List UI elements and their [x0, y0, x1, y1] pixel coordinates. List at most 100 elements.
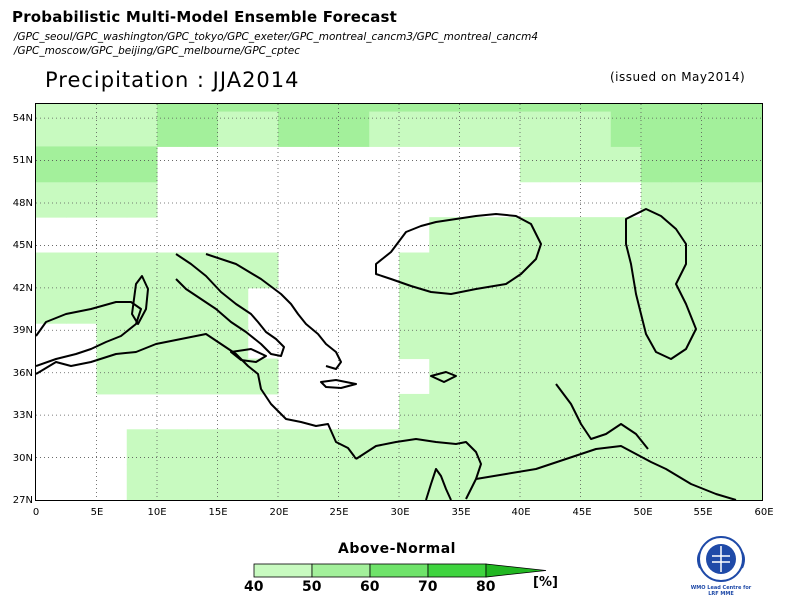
coastline-balkans: [205, 253, 342, 370]
prob-cell-50: [338, 111, 370, 147]
prob-cell-40: [550, 393, 581, 430]
prob-cell-40: [641, 287, 672, 324]
prob-cell-40: [731, 252, 762, 289]
coastline-persian-gulf: [555, 383, 649, 450]
prob-cell-40: [278, 464, 309, 500]
prob-cell-40: [489, 111, 521, 147]
prob-cell-40: [247, 111, 279, 147]
prob-cell-40: [580, 393, 612, 430]
prob-cell-50: [278, 104, 309, 112]
prob-cell-40: [610, 287, 642, 324]
prob-cell-40: [550, 217, 581, 253]
prob-cell-40: [671, 429, 702, 466]
legend-swatch-70-80: [427, 563, 487, 578]
prob-cell-40: [489, 217, 521, 253]
lat-label-30n: 30N: [12, 453, 33, 464]
prob-cell-40: [459, 358, 491, 395]
prob-cell-40: [308, 429, 339, 466]
wmo-logo: [697, 536, 745, 582]
prob-cell-40: [520, 111, 551, 147]
prob-cell-40: [489, 464, 521, 500]
lon-label-45e: 45E: [572, 507, 592, 518]
prob-cell-40: [671, 393, 702, 430]
prob-cell-40: [187, 323, 218, 360]
prob-cell-40: [489, 429, 521, 466]
prob-cell-40: [701, 287, 733, 324]
prob-cell-40: [66, 111, 97, 147]
prob-cell-40: [610, 252, 642, 289]
prob-cell-40: [731, 181, 762, 218]
legend-title: Above-Normal: [338, 541, 456, 557]
prob-cell-50: [641, 111, 672, 147]
prob-cell-50: [308, 104, 339, 112]
prob-cell-50: [459, 104, 491, 112]
legend-swatch-50-60: [311, 563, 371, 578]
prob-cell-40: [550, 111, 581, 147]
prob-cell-40: [217, 429, 249, 466]
prob-cell-40: [520, 217, 551, 253]
prob-cell-40: [96, 252, 128, 289]
prob-cell-40: [157, 464, 188, 500]
prob-cell-40: [399, 252, 430, 289]
prob-cell-40: [217, 252, 249, 289]
prob-cell-40: [96, 104, 128, 112]
coastline-iberia: [36, 301, 142, 367]
prob-cell-40: [731, 217, 762, 253]
lon-label-10e: 10E: [147, 507, 167, 518]
prob-cell-50: [247, 104, 279, 112]
prob-cell-40: [580, 252, 612, 289]
legend-swatch-40-50: [253, 563, 313, 578]
lon-label-15e: 15E: [208, 507, 228, 518]
prob-cell-40: [36, 111, 67, 147]
prob-cell-40: [489, 358, 521, 395]
prob-cell-50: [731, 104, 762, 112]
prob-cell-50: [368, 104, 400, 112]
prob-cell-40: [459, 217, 491, 253]
prob-cell-40: [187, 358, 218, 395]
prob-cell-40: [36, 104, 67, 112]
prob-cell-40: [550, 464, 581, 500]
prob-cell-50: [701, 111, 733, 147]
prob-cell-50: [731, 111, 762, 147]
prob-cell-50: [641, 104, 672, 112]
legend-swatch-60-70: [369, 563, 429, 578]
lat-label-27n: 27N: [12, 495, 33, 506]
prob-cell-40: [187, 429, 218, 466]
prob-cell-40: [126, 104, 158, 112]
lat-label-39n: 39N: [12, 325, 33, 336]
prob-cell-40: [66, 252, 97, 289]
prob-cell-40: [520, 323, 551, 360]
forecast-title: Probabilistic Multi-Model Ensemble Forec…: [12, 8, 398, 26]
prob-cell-40: [126, 358, 158, 395]
prob-cell-40: [126, 429, 158, 466]
lat-label-51n: 51N: [12, 155, 33, 166]
coastline-black-sea: [375, 213, 542, 295]
prob-cell-40: [247, 358, 279, 395]
prob-cell-50: [671, 111, 702, 147]
wmo-logo-caption: WMO Lead Centre for LRF MME: [676, 585, 766, 597]
coastlines: [36, 208, 737, 500]
legend-label-80: 80: [476, 579, 496, 595]
prob-cell-40: [520, 358, 551, 395]
prob-cell-50: [610, 104, 642, 112]
map-frame: [35, 103, 763, 501]
prob-cell-40: [701, 252, 733, 289]
prob-cell-50: [580, 104, 612, 112]
prob-cell-40: [489, 393, 521, 430]
prob-cell-40: [641, 217, 672, 253]
prob-cell-50: [126, 146, 158, 183]
prob-cell-40: [489, 323, 521, 360]
prob-cell-40: [399, 429, 430, 466]
prob-cell-40: [399, 393, 430, 430]
prob-cell-40: [157, 287, 188, 324]
lat-label-48n: 48N: [12, 198, 33, 209]
prob-cell-40: [550, 323, 581, 360]
prob-cell-40: [126, 464, 158, 500]
prob-cell-40: [429, 111, 460, 147]
issued-date: (issued on May2014): [610, 70, 746, 84]
prob-cell-40: [278, 429, 309, 466]
prob-cell-50: [399, 104, 430, 112]
legend-label-60: 60: [360, 579, 380, 595]
prob-cell-40: [247, 429, 279, 466]
prob-cell-40: [247, 252, 279, 289]
